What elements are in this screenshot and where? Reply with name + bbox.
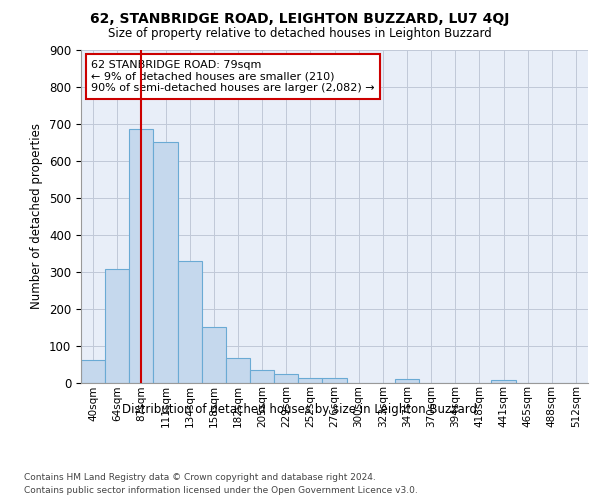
Text: 62 STANBRIDGE ROAD: 79sqm
← 9% of detached houses are smaller (210)
90% of semi-: 62 STANBRIDGE ROAD: 79sqm ← 9% of detach… bbox=[91, 60, 375, 93]
Text: Size of property relative to detached houses in Leighton Buzzard: Size of property relative to detached ho… bbox=[108, 28, 492, 40]
Text: Contains public sector information licensed under the Open Government Licence v3: Contains public sector information licen… bbox=[24, 486, 418, 495]
Bar bbox=[395, 379, 419, 382]
Bar bbox=[178, 260, 202, 382]
Bar bbox=[154, 142, 178, 382]
Bar bbox=[105, 269, 129, 382]
Text: Contains HM Land Registry data © Crown copyright and database right 2024.: Contains HM Land Registry data © Crown c… bbox=[24, 472, 376, 482]
Bar bbox=[129, 130, 154, 382]
Text: Distribution of detached houses by size in Leighton Buzzard: Distribution of detached houses by size … bbox=[122, 402, 478, 415]
Bar bbox=[274, 374, 298, 382]
Bar bbox=[81, 360, 105, 382]
Bar bbox=[202, 327, 226, 382]
Y-axis label: Number of detached properties: Number of detached properties bbox=[31, 123, 43, 309]
Bar bbox=[250, 370, 274, 382]
Bar bbox=[491, 380, 515, 382]
Text: 62, STANBRIDGE ROAD, LEIGHTON BUZZARD, LU7 4QJ: 62, STANBRIDGE ROAD, LEIGHTON BUZZARD, L… bbox=[91, 12, 509, 26]
Bar bbox=[298, 378, 322, 382]
Bar bbox=[226, 358, 250, 382]
Bar bbox=[322, 378, 347, 382]
